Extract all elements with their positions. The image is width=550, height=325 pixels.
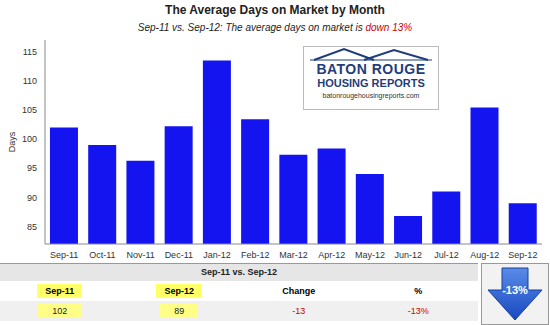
html-text:Sep-11 vs. Sep-12: The average: Sep-11 vs. Sep-12: The average days on m… [137, 22, 413, 33]
svg-text:Jul-12: Jul-12 [434, 250, 459, 260]
svg-text:110: 110 [23, 76, 37, 86]
html-text:-13: -13 [292, 306, 306, 316]
svg-text:Nov-11: Nov-11 [126, 250, 154, 260]
html-text:HOUSING REPORTS: HOUSING REPORTS [317, 77, 425, 89]
html-text:102: 102 [52, 306, 68, 316]
svg-text:May-12: May-12 [355, 250, 385, 260]
html-text:The Average Days on Market by: The Average Days on Market by Month [165, 3, 385, 17]
html-text:Sep-11 vs. Sep-12: Sep-11 vs. Sep-12 [201, 267, 277, 277]
svg-text:105: 105 [22, 105, 37, 115]
html-text:BATON ROUGE: BATON ROUGE [316, 61, 426, 77]
svg-text:Aug-12: Aug-12 [470, 250, 499, 260]
svg-text:Oct-11: Oct-11 [89, 250, 115, 260]
svg-text:Sep-11: Sep-11 [50, 250, 78, 260]
svg-text:Days: Days [8, 131, 17, 152]
html-text:-13%: -13% [407, 306, 429, 316]
svg-text:Dec-11: Dec-11 [165, 250, 193, 260]
html-text:Change: Change [282, 286, 316, 296]
html-text:89: 89 [174, 306, 185, 316]
svg-text:95: 95 [27, 163, 37, 173]
html-text:Sep-12: Sep-12 [164, 286, 194, 296]
html-text:Sep-11: Sep-11 [45, 286, 75, 296]
svg-text:85: 85 [27, 222, 37, 232]
svg-text:Sep-12: Sep-12 [508, 250, 537, 260]
svg-text:90: 90 [27, 193, 37, 203]
html-text:batonrougehousingreports.com: batonrougehousingreports.com [322, 92, 420, 99]
svg-text:Apr-12: Apr-12 [318, 250, 345, 260]
svg-text:100: 100 [22, 134, 37, 144]
svg-text:Feb-12: Feb-12 [241, 250, 270, 260]
svg-text:Jan-12: Jan-12 [203, 250, 231, 260]
svg-text:-13%: -13% [502, 284, 528, 296]
svg-text:115: 115 [23, 47, 37, 57]
svg-text:Mar-12: Mar-12 [279, 250, 308, 260]
svg-text:Jun-12: Jun-12 [394, 250, 422, 260]
